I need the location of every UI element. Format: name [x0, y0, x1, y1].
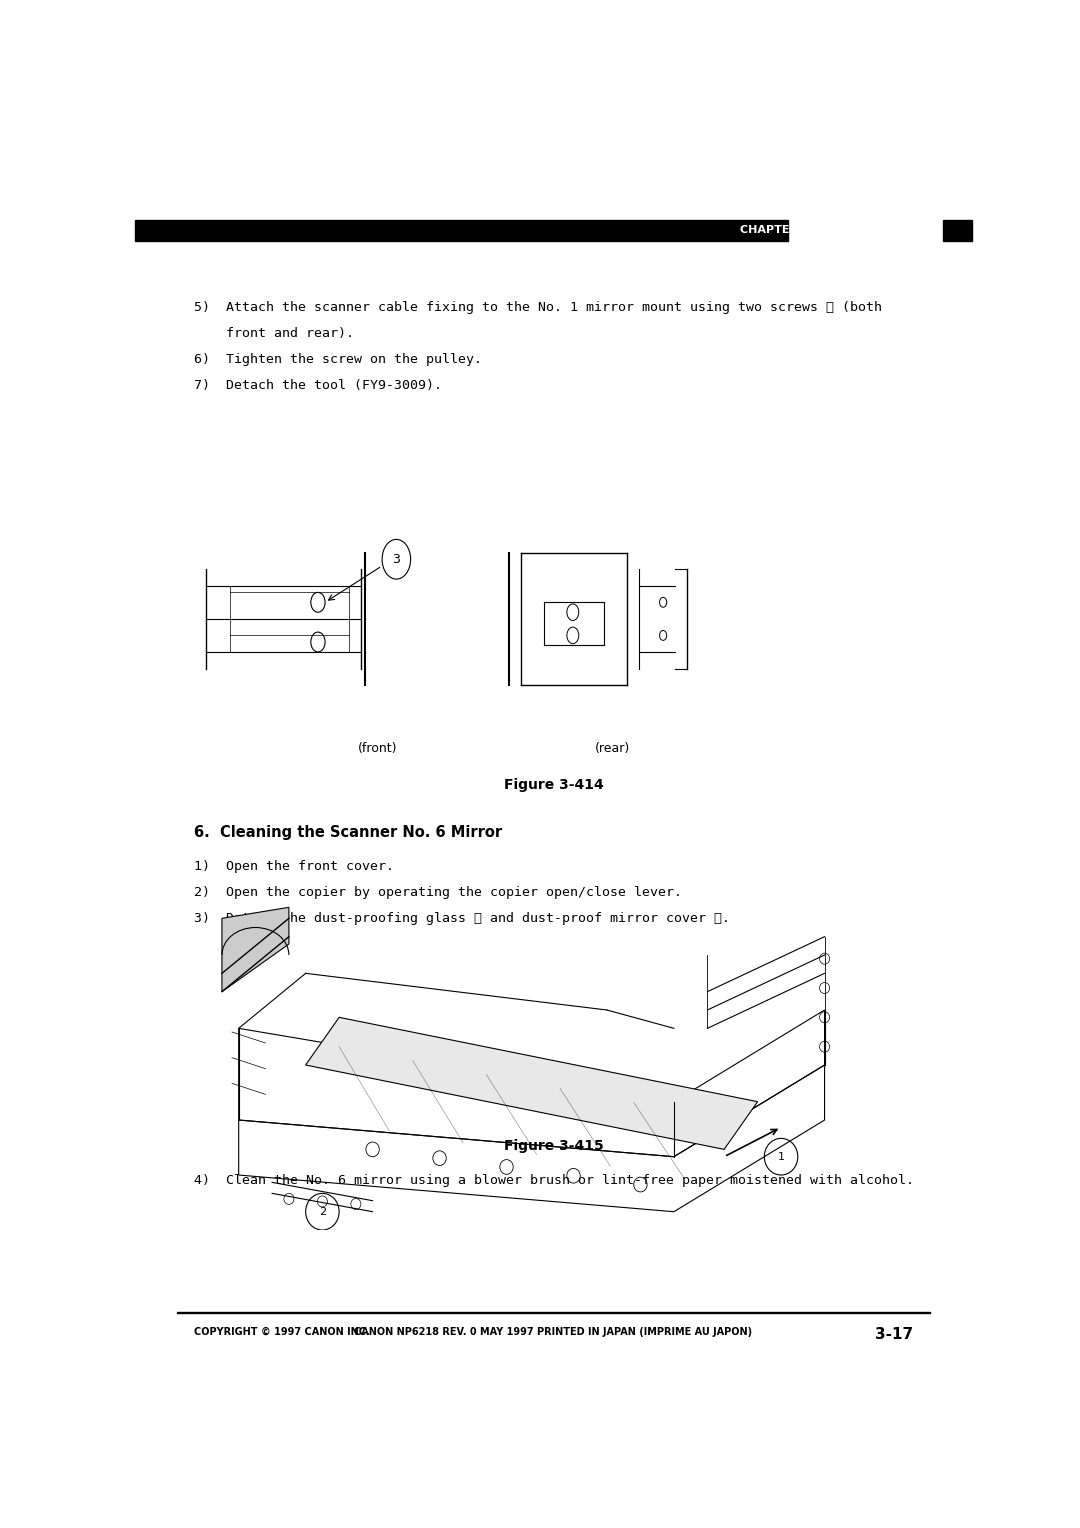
Text: 3-17: 3-17	[875, 1326, 914, 1342]
Text: front and rear).: front and rear).	[193, 327, 353, 339]
Text: 7)  Detach the tool (FY9-3009).: 7) Detach the tool (FY9-3009).	[193, 379, 442, 391]
Text: 3)  Detach the dust-proofing glass ① and dust-proof mirror cover ②.: 3) Detach the dust-proofing glass ① and …	[193, 912, 730, 924]
Text: 6)  Tighten the screw on the pulley.: 6) Tighten the screw on the pulley.	[193, 353, 482, 365]
Text: 6.  Cleaning the Scanner No. 6 Mirror: 6. Cleaning the Scanner No. 6 Mirror	[193, 825, 502, 839]
Text: Figure 3-415: Figure 3-415	[503, 1138, 604, 1152]
Text: CANON NP6218 REV. 0 MAY 1997 PRINTED IN JAPAN (IMPRIME AU JAPON): CANON NP6218 REV. 0 MAY 1997 PRINTED IN …	[354, 1326, 753, 1337]
Text: Figure 3-414: Figure 3-414	[503, 778, 604, 792]
Bar	[943, 220, 972, 241]
Polygon shape	[306, 1018, 758, 1149]
Text: 2)  Open the copier by operating the copier open/close lever.: 2) Open the copier by operating the copi…	[193, 886, 681, 898]
Text: 1: 1	[778, 1152, 784, 1161]
Text: 2: 2	[319, 1207, 326, 1216]
Bar	[135, 220, 788, 241]
Text: 5)  Attach the scanner cable fixing to the No. 1 mirror mount using two screws ④: 5) Attach the scanner cable fixing to th…	[193, 301, 881, 315]
Text: 4)  Clean the No. 6 mirror using a blower brush or lint-free paper moistened wit: 4) Clean the No. 6 mirror using a blower…	[193, 1174, 914, 1187]
Text: COPYRIGHT © 1997 CANON INC.: COPYRIGHT © 1997 CANON INC.	[193, 1326, 369, 1337]
Text: (rear): (rear)	[594, 743, 630, 755]
Text: (front): (front)	[357, 743, 397, 755]
Polygon shape	[222, 908, 289, 992]
Text: CHAPTER 3  EXPOSURE SYSTEM: CHAPTER 3 EXPOSURE SYSTEM	[740, 226, 939, 235]
Text: 1)  Open the front cover.: 1) Open the front cover.	[193, 860, 393, 872]
Text: 3: 3	[392, 553, 401, 565]
